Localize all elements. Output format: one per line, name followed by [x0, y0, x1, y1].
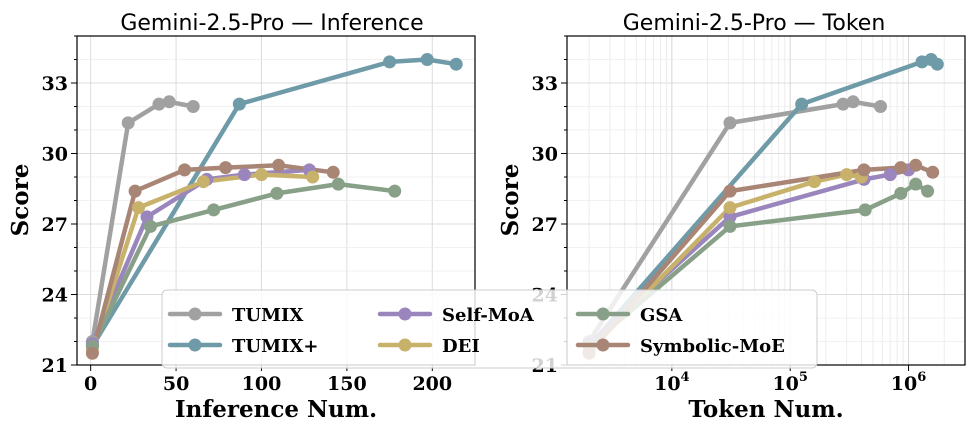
token-point-symbolic-moe — [894, 161, 908, 175]
token-x-tick-exponent: 5 — [799, 370, 808, 385]
token-x-ticks: 104 105 106 — [654, 365, 926, 395]
token-point-symbolic-moe — [909, 158, 923, 172]
token-point-symbolic-moe — [926, 165, 940, 179]
token-point-self-moa — [883, 168, 897, 182]
inference-point-tumix — [121, 116, 135, 130]
inference-point-tumix — [232, 97, 246, 111]
token-y-axis-label: Score — [497, 164, 524, 237]
inference-line-gsa — [90, 181, 397, 349]
inference-point-dei — [306, 170, 320, 184]
token-point-symbolic-moe — [723, 184, 737, 198]
token-x-tick-label: 105 — [772, 370, 808, 395]
inference-panel-title: Gemini-2.5-Pro — Inference — [120, 11, 423, 36]
token-x-tick-exponent: 6 — [917, 370, 926, 385]
legend-marker-symbolic-moe — [596, 338, 610, 352]
legend-marker-self-moa — [398, 307, 412, 321]
inference-point-self-moa — [237, 168, 251, 182]
inference-x-tick-label: 50 — [163, 373, 189, 395]
legend-box — [161, 289, 818, 369]
legend-label-gsa: GSA — [640, 305, 683, 326]
inference-point-gsa — [388, 184, 402, 198]
inference-y-ticks: 21 24 27 30 33 — [42, 35, 77, 377]
token-panel-title: Gemini-2.5-Pro — Token — [623, 11, 886, 36]
inference-point-symbolic-moe — [178, 163, 192, 177]
legend-label-self-moa: Self-MoA — [442, 305, 535, 326]
legend-label-tumix: TUMIX+ — [232, 336, 318, 357]
token-point-tumix — [795, 97, 809, 111]
inference-point-symbolic-moe — [326, 165, 340, 179]
legend-marker-tumix — [188, 307, 202, 321]
inference-x-tick-label: 100 — [242, 373, 282, 395]
token-y-tick-label: 27 — [532, 214, 558, 236]
inference-point-dei — [255, 168, 268, 182]
inference-x-axis-label: Inference Num. — [175, 396, 377, 423]
legend-marker-gsa — [596, 307, 610, 321]
inference-x-tick-label: 150 — [327, 373, 367, 395]
inference-point-tumix — [383, 55, 397, 69]
inference-point-symbolic-moe — [272, 158, 286, 172]
token-x-tick-exponent: 4 — [681, 370, 690, 385]
token-point-gsa — [723, 219, 737, 233]
inference-y-tick-label: 33 — [42, 73, 68, 95]
inference-point-dei — [132, 201, 145, 215]
inference-point-tumix — [152, 97, 166, 111]
inference-line-symbolic-moe — [90, 163, 336, 356]
token-y-tick-label: 30 — [532, 144, 558, 166]
token-x-tick-label: 106 — [891, 370, 927, 395]
token-point-gsa — [909, 177, 923, 191]
inference-point-gsa — [144, 219, 157, 233]
inference-point-tumix — [186, 100, 200, 113]
token-point-gsa — [894, 186, 908, 200]
token-point-dei — [723, 201, 737, 215]
token-point-tumix — [874, 100, 887, 113]
legend: TUMIX TUMIX+ Self-MoA DEI GSA Symbolic-MoE — [161, 289, 818, 369]
inference-y-tick-label: 30 — [42, 144, 68, 166]
inference-point-symbolic-moe — [219, 161, 233, 175]
inference-point-symbolic-moe — [85, 346, 99, 360]
inference-point-tumix — [420, 53, 434, 66]
inference-y-tick-label: 24 — [42, 285, 68, 307]
inference-y-tick-label: 27 — [42, 214, 68, 236]
inference-x-tick-label: 200 — [412, 373, 452, 395]
legend-label-symbolic-moe: Symbolic-MoE — [640, 336, 785, 357]
inference-y-tick-label: 21 — [42, 355, 68, 377]
inference-series-markers — [85, 53, 463, 360]
inference-point-symbolic-moe — [128, 184, 142, 198]
inference-x-tick-label: 0 — [84, 373, 97, 395]
inference-point-dei — [196, 175, 210, 189]
token-point-tumix — [836, 97, 850, 111]
inference-point-gsa — [331, 177, 345, 191]
inference-point-gsa — [270, 186, 284, 200]
token-y-tick-label: 33 — [532, 73, 558, 95]
inference-point-tumix — [162, 95, 176, 109]
inference-x-ticks: 0 50 100 150 200 — [84, 365, 452, 395]
token-point-self-moa — [723, 210, 737, 224]
inference-y-axis-label: Score — [7, 164, 34, 237]
token-point-gsa — [921, 184, 935, 198]
token-x-axis-label: Token Num. — [688, 396, 843, 423]
legend-label-tumix: TUMIX — [232, 305, 303, 326]
token-point-tumix — [846, 95, 860, 109]
token-point-tumix — [930, 57, 944, 71]
token-point-dei — [807, 175, 821, 189]
token-point-tumix — [723, 116, 737, 130]
token-x-tick-label: 104 — [654, 370, 690, 395]
inference-point-gsa — [207, 203, 221, 217]
token-point-symbolic-moe — [857, 163, 871, 177]
legend-marker-tumix — [188, 338, 202, 352]
legend-marker-dei — [398, 338, 412, 352]
legend-label-dei: DEI — [442, 336, 480, 357]
token-point-gsa — [858, 203, 872, 217]
token-point-dei — [840, 168, 854, 182]
inference-point-tumix — [449, 57, 463, 71]
